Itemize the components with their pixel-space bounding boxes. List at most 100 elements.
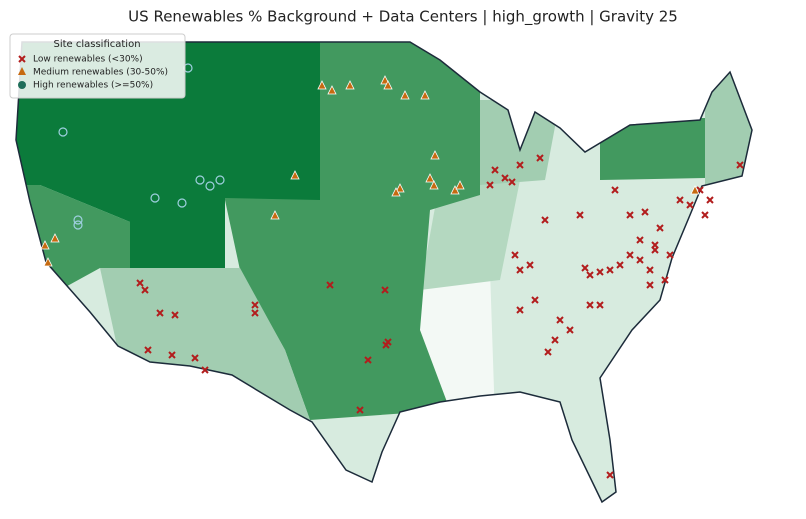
region (100, 268, 310, 420)
region (705, 60, 752, 190)
map-title: US Renewables % Background + Data Center… (128, 8, 678, 27)
site-marker (541, 216, 549, 224)
site-marker (191, 354, 199, 362)
legend-box (9, 33, 186, 99)
site-marker (317, 80, 327, 90)
site-marker (429, 180, 439, 190)
site-marker (736, 161, 744, 169)
site-marker (626, 251, 634, 259)
site-marker (136, 279, 144, 287)
site-marker (491, 166, 499, 174)
site-marker (606, 266, 614, 274)
legend-symbol (18, 81, 26, 89)
site-marker (651, 246, 659, 254)
site-marker (641, 208, 649, 216)
site-marker (327, 85, 337, 95)
site-marker (40, 240, 50, 250)
site-marker (501, 174, 509, 182)
site-marker (616, 261, 624, 269)
site-marker (531, 296, 539, 304)
site-marker (195, 175, 205, 185)
site-marker (43, 257, 53, 267)
site-marker (596, 268, 604, 276)
site-marker (380, 75, 390, 85)
site-marker (391, 187, 401, 197)
region (600, 118, 705, 180)
site-marker (661, 276, 669, 284)
legend-entry: Low renewables (<30%) (33, 55, 143, 65)
site-marker (400, 90, 410, 100)
site-marker (58, 127, 68, 137)
legend: Site classification Low renewables (<30%… (9, 33, 186, 99)
site-marker (626, 211, 634, 219)
site-marker (544, 348, 552, 356)
site-marker (516, 306, 524, 314)
site-marker (251, 301, 259, 309)
site-marker (345, 80, 355, 90)
site-marker (701, 211, 709, 219)
site-marker (508, 178, 516, 186)
site-marker (690, 185, 700, 195)
site-marker (706, 196, 714, 204)
site-marker (201, 366, 209, 374)
site-marker (381, 286, 389, 294)
site-marker (586, 271, 594, 279)
site-marker (251, 309, 259, 317)
site-marker (177, 198, 187, 208)
site-marker (551, 336, 559, 344)
site-marker (636, 256, 644, 264)
site-marker (586, 301, 594, 309)
site-marker (430, 150, 440, 160)
site-marker (526, 261, 534, 269)
site-marker (395, 183, 405, 193)
site-marker (581, 264, 589, 272)
site-marker (556, 316, 564, 324)
site-marker (382, 341, 390, 349)
markers (40, 63, 744, 479)
site-marker (50, 233, 60, 243)
site-marker (73, 215, 83, 225)
site-marker (636, 236, 644, 244)
site-marker (205, 181, 215, 191)
site-marker (144, 346, 152, 354)
site-marker (611, 186, 619, 194)
site-marker (686, 201, 694, 209)
regions (16, 42, 752, 502)
site-marker (455, 180, 465, 190)
site-marker (141, 286, 149, 294)
site-marker (326, 281, 334, 289)
site-marker (516, 266, 524, 274)
region (420, 180, 520, 290)
site-marker (150, 193, 160, 203)
site-marker (596, 301, 604, 309)
site-marker (356, 406, 364, 414)
site-marker (576, 211, 584, 219)
site-marker (666, 251, 674, 259)
site-marker (168, 351, 176, 359)
legend-symbol (18, 67, 26, 75)
site-marker (364, 356, 372, 364)
site-marker (420, 90, 430, 100)
site-marker (656, 224, 664, 232)
site-marker (290, 170, 300, 180)
site-marker (450, 185, 460, 195)
legend-entry: Medium renewables (30-50%) (33, 68, 168, 78)
site-marker (536, 154, 544, 162)
site-marker (171, 311, 179, 319)
site-marker (606, 471, 614, 479)
site-marker (676, 196, 684, 204)
site-marker (646, 266, 654, 274)
site-marker (73, 220, 83, 230)
site-marker (270, 210, 280, 220)
site-marker (516, 161, 524, 169)
site-marker (425, 173, 435, 183)
legend-title: Site classification (53, 39, 140, 50)
site-marker (215, 175, 225, 185)
site-marker (511, 251, 519, 259)
site-marker (486, 181, 494, 189)
legend-entry: High renewables (>=50%) (33, 81, 153, 91)
site-marker (383, 80, 393, 90)
site-marker (156, 309, 164, 317)
